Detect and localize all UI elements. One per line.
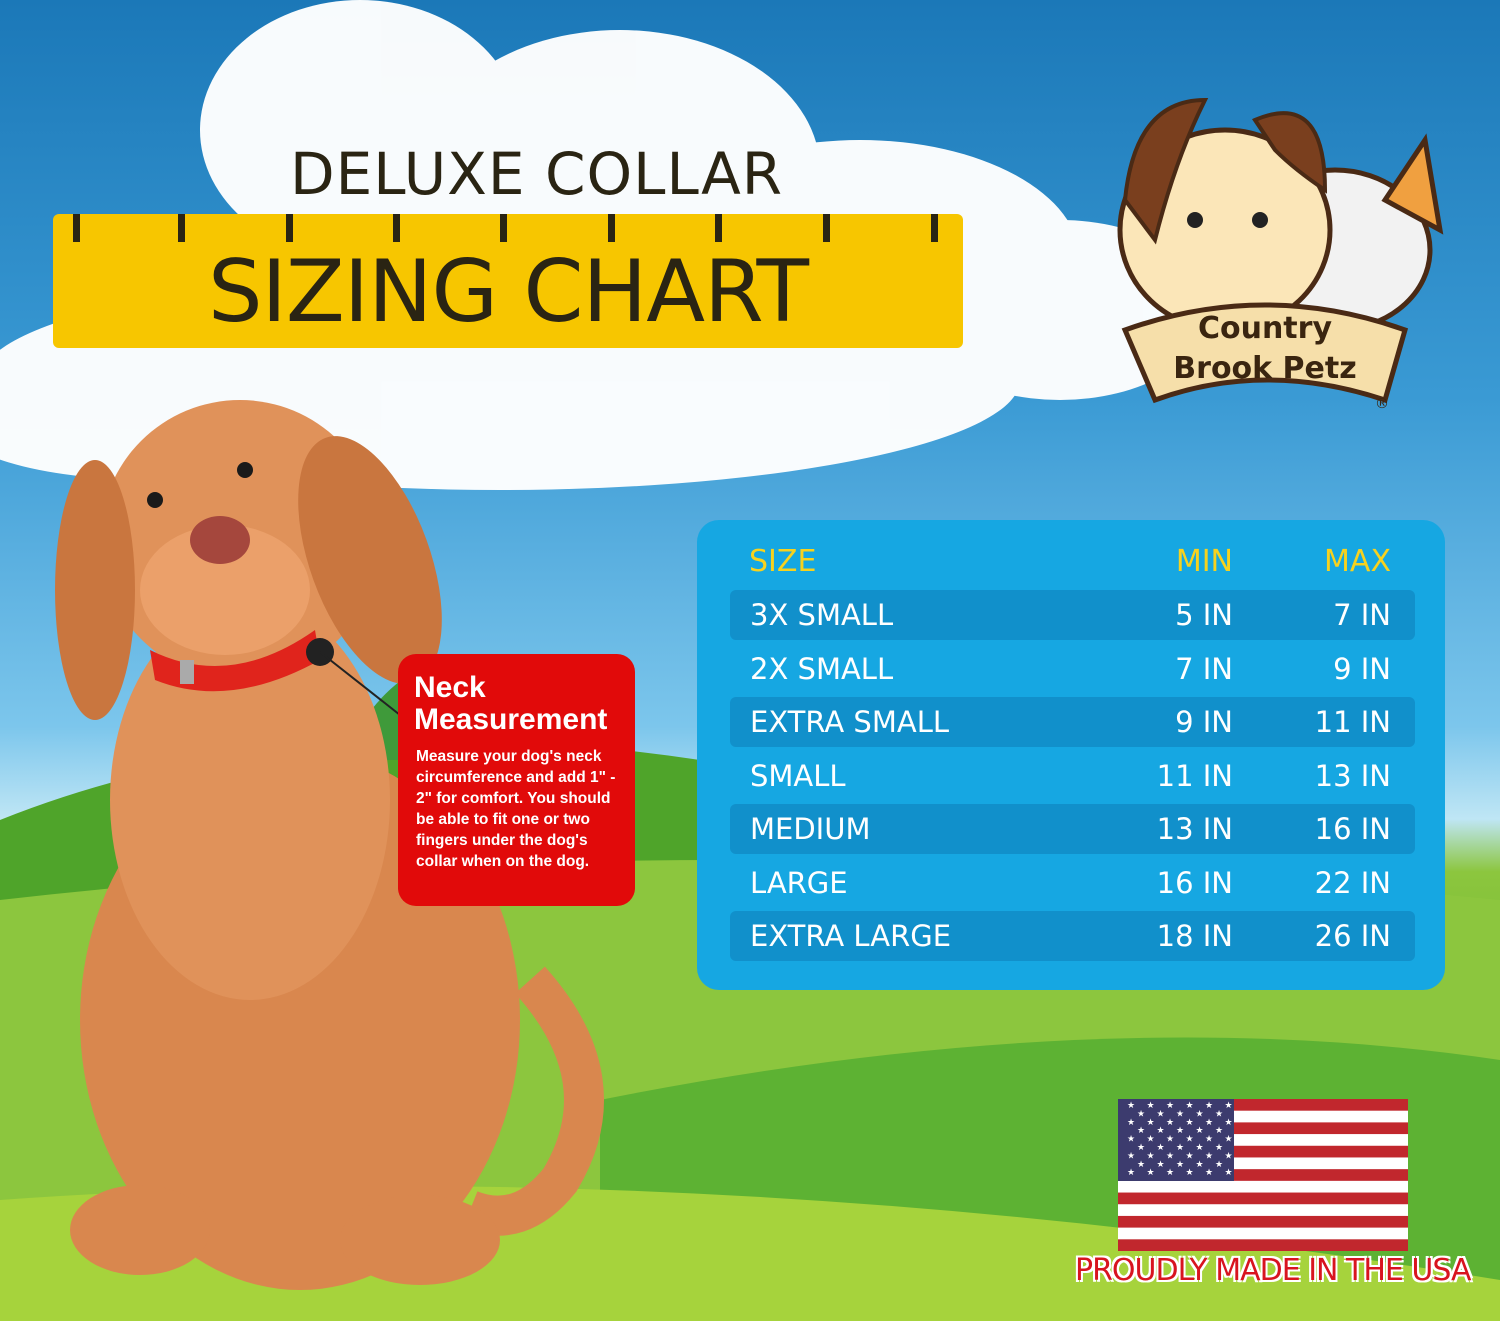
svg-text:★: ★ [1186, 1134, 1194, 1144]
svg-text:★: ★ [1137, 1142, 1145, 1152]
column-header-size: SIZE [749, 544, 817, 579]
svg-text:★: ★ [1127, 1134, 1135, 1144]
svg-text:★: ★ [1157, 1142, 1165, 1152]
svg-text:★: ★ [1147, 1150, 1155, 1160]
svg-text:★: ★ [1127, 1117, 1135, 1127]
svg-text:★: ★ [1147, 1167, 1155, 1177]
svg-text:★: ★ [1196, 1125, 1204, 1135]
svg-text:★: ★ [1157, 1108, 1165, 1118]
table-row: LARGE 16 IN 22 IN [730, 858, 1415, 908]
cell-max: 26 IN [1314, 919, 1391, 953]
brand-name-line1: Country [1198, 311, 1332, 346]
svg-text:★: ★ [1166, 1150, 1174, 1160]
cell-min: 5 IN [1175, 598, 1233, 632]
ruler-banner: SIZING CHART [53, 214, 963, 348]
svg-text:★: ★ [1205, 1134, 1213, 1144]
svg-text:★: ★ [1215, 1108, 1223, 1118]
svg-text:★: ★ [1205, 1150, 1213, 1160]
svg-text:★: ★ [1186, 1117, 1194, 1127]
cell-min: 11 IN [1156, 758, 1233, 793]
us-flag-icon: ★ ★ ★ ★ ★ ★★ ★ ★ ★ ★★ ★ ★ ★ ★ ★★ ★ ★ ★ ★★ ★ ★ ★ ★ ★★ ★ ★ ★ ★★ ★ ★ ★ ★ ★★… [1118, 1099, 1408, 1251]
table-row: EXTRA LARGE 18 IN 26 IN [730, 911, 1415, 961]
size-table: SIZE MIN MAX 3X SMALL 5 IN 7 IN 2X SMALL 7 I… [697, 520, 1445, 990]
cell-max: 9 IN [1333, 651, 1391, 686]
svg-text:★: ★ [1176, 1125, 1184, 1135]
cell-size: SMALL [750, 758, 846, 793]
svg-text:★: ★ [1137, 1159, 1145, 1169]
brand-name-line2: Brook Petz [1173, 351, 1356, 386]
cell-min: 18 IN [1156, 919, 1233, 953]
cell-max: 13 IN [1314, 758, 1391, 793]
svg-text:★: ★ [1157, 1125, 1165, 1135]
svg-text:★: ★ [1166, 1100, 1174, 1110]
svg-text:★: ★ [1196, 1159, 1204, 1169]
cell-max: 7 IN [1333, 598, 1391, 632]
table-row: EXTRA SMALL 9 IN 11 IN [730, 697, 1415, 747]
svg-text:★: ★ [1176, 1108, 1184, 1118]
svg-text:★: ★ [1225, 1150, 1233, 1160]
svg-text:★: ★ [1186, 1100, 1194, 1110]
svg-text:★: ★ [1196, 1108, 1204, 1118]
column-header-min: MIN [1175, 544, 1233, 579]
cell-min: 7 IN [1175, 651, 1233, 686]
svg-text:★: ★ [1186, 1150, 1194, 1160]
svg-text:★: ★ [1166, 1117, 1174, 1127]
svg-text:★: ★ [1225, 1100, 1233, 1110]
table-row: SMALL 11 IN 13 IN [730, 751, 1415, 801]
cell-size: LARGE [750, 865, 848, 900]
svg-text:★: ★ [1176, 1159, 1184, 1169]
registered-mark: ® [1375, 396, 1389, 412]
cell-min: 13 IN [1156, 812, 1233, 846]
subtitle: DELUXE COLLAR [290, 140, 784, 208]
svg-text:★: ★ [1205, 1100, 1213, 1110]
table-row: 3X SMALL 5 IN 7 IN [730, 590, 1415, 640]
svg-text:★: ★ [1176, 1142, 1184, 1152]
svg-text:★: ★ [1225, 1167, 1233, 1177]
cell-max: 22 IN [1314, 865, 1391, 900]
svg-text:★: ★ [1166, 1167, 1174, 1177]
neck-measurement-callout: Neck Measurement Measure your dog's neck… [398, 654, 635, 906]
svg-text:★: ★ [1147, 1134, 1155, 1144]
svg-text:★: ★ [1215, 1142, 1223, 1152]
callout-title: Neck Measurement [414, 671, 608, 736]
page-title: SIZING CHART [207, 242, 809, 342]
svg-text:★: ★ [1215, 1159, 1223, 1169]
svg-text:★: ★ [1225, 1117, 1233, 1127]
made-in-usa-label: PROUDLY MADE IN THE USA [1075, 1253, 1471, 1288]
column-header-max: MAX [1324, 544, 1391, 579]
cell-size: 2X SMALL [750, 651, 894, 686]
cell-size: EXTRA LARGE [750, 919, 952, 953]
cell-min: 16 IN [1156, 865, 1233, 900]
cell-min: 9 IN [1175, 705, 1233, 739]
svg-text:★: ★ [1215, 1125, 1223, 1135]
svg-text:★: ★ [1166, 1134, 1174, 1144]
svg-text:★: ★ [1147, 1100, 1155, 1110]
svg-text:★: ★ [1127, 1167, 1135, 1177]
svg-text:★: ★ [1127, 1150, 1135, 1160]
brand-logo: Country Brook Petz ® [1117, 97, 1444, 412]
cell-size: MEDIUM [750, 812, 871, 846]
svg-text:★: ★ [1225, 1134, 1233, 1144]
svg-text:★: ★ [1205, 1117, 1213, 1127]
table-row: 2X SMALL 7 IN 9 IN [730, 644, 1415, 694]
cell-size: EXTRA SMALL [750, 705, 950, 739]
svg-text:★: ★ [1196, 1142, 1204, 1152]
svg-text:★: ★ [1186, 1167, 1194, 1177]
svg-text:★: ★ [1137, 1125, 1145, 1135]
svg-text:★: ★ [1137, 1108, 1145, 1118]
cell-max: 11 IN [1314, 705, 1391, 739]
cell-size: 3X SMALL [750, 598, 894, 632]
svg-text:★: ★ [1127, 1100, 1135, 1110]
callout-body: Measure your dog's neck circumference an… [416, 748, 616, 870]
table-row: MEDIUM 13 IN 16 IN [730, 804, 1415, 854]
svg-text:★: ★ [1147, 1117, 1155, 1127]
dog-illustration [55, 400, 604, 1290]
svg-text:★: ★ [1205, 1167, 1213, 1177]
svg-text:★: ★ [1157, 1159, 1165, 1169]
cell-max: 16 IN [1314, 812, 1391, 846]
